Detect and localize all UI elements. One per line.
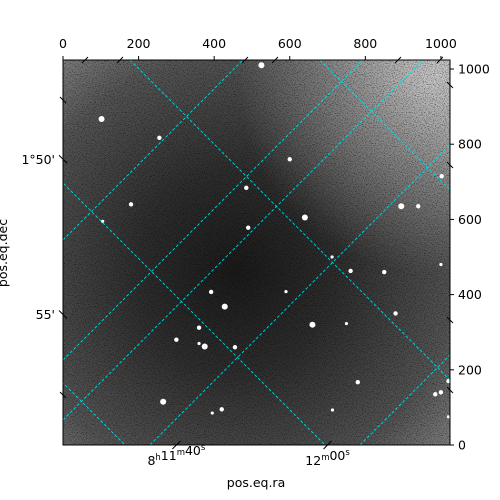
ra-tick-label: 8h11m40s — [147, 443, 205, 468]
grid-line — [63, 60, 424, 421]
source-point — [98, 116, 105, 123]
world-axis-ticks: 8h11m40s 12m00s 1°50' 55' — [21, 56, 454, 468]
source-point — [287, 157, 292, 162]
y-axis-label: pos.eq.dec — [0, 219, 10, 287]
ra-tick-mark — [172, 440, 181, 450]
source-point — [398, 203, 405, 210]
y-tick-label: 400 — [458, 287, 482, 302]
source-point — [244, 185, 249, 191]
coordinate-grid — [63, 60, 450, 445]
source-point — [221, 303, 228, 310]
dec-tick-mark — [58, 154, 68, 164]
image-noise — [63, 60, 450, 445]
source-point — [128, 202, 134, 207]
frame-tick-mark — [271, 56, 279, 64]
bright-sources — [98, 62, 450, 419]
frame-tick-mark — [446, 161, 454, 169]
image-panel — [63, 60, 450, 445]
plot-frame — [62, 59, 451, 446]
source-point — [174, 337, 179, 342]
source-point — [393, 311, 398, 316]
source-point — [439, 262, 443, 267]
source-point — [284, 290, 288, 294]
x-tick-label: 200 — [127, 36, 151, 51]
source-point — [232, 345, 238, 350]
source-point — [160, 398, 167, 405]
source-point — [439, 173, 444, 179]
source-point — [382, 269, 387, 275]
frame-tick-mark — [446, 386, 454, 394]
source-point — [210, 411, 214, 415]
source-point — [301, 214, 308, 221]
x-tick-label: 800 — [353, 36, 377, 51]
y-tick-label: 200 — [458, 362, 482, 377]
source-point — [355, 380, 360, 385]
y-tick-label: 0 — [458, 438, 466, 453]
source-point — [330, 408, 335, 412]
frame-tick-mark — [59, 96, 67, 104]
frame-tick-mark — [81, 56, 89, 64]
source-point — [245, 225, 251, 230]
x-tick-label: 400 — [202, 36, 226, 51]
source-point — [196, 325, 202, 330]
frame-tick-mark — [116, 56, 124, 64]
frame-tick-mark — [436, 56, 444, 64]
source-point — [309, 321, 316, 328]
x-axis-label: pos.eq.ra — [227, 475, 285, 490]
source-point — [446, 415, 450, 419]
frame-tick-mark — [446, 81, 454, 89]
source-point — [416, 204, 421, 209]
pixel-axis-ticks: 0 200 400 600 800 1000 0 200 400 600 800 1000 — [59, 36, 490, 453]
source-point — [348, 268, 353, 274]
source-point — [157, 135, 162, 141]
ra-tick-label: 12m00s — [305, 448, 350, 468]
frame-tick-mark — [241, 56, 249, 64]
grid-line — [63, 60, 364, 361]
source-point — [219, 407, 224, 412]
source-point — [101, 219, 105, 223]
frame-tick-mark — [446, 316, 454, 324]
source-point — [197, 341, 201, 346]
grid-line — [129, 60, 450, 381]
ra-tick-mark — [323, 440, 332, 450]
x-tick-label: 600 — [278, 36, 302, 51]
source-point — [201, 343, 208, 350]
source-point — [438, 390, 444, 395]
grid-line — [63, 182, 326, 445]
y-tick-label: 1000 — [458, 62, 490, 77]
dec-tick-label: 55' — [36, 307, 55, 322]
frame-tick-mark — [394, 56, 402, 64]
source-point — [433, 392, 438, 397]
grid-line — [149, 144, 450, 445]
y-tick-label: 600 — [458, 212, 482, 227]
source-point — [330, 255, 334, 259]
source-point — [208, 289, 214, 295]
source-point — [344, 321, 349, 326]
x-tick-label: 1000 — [425, 36, 457, 51]
x-tick-label: 0 — [59, 36, 67, 51]
y-tick-label: 800 — [458, 137, 482, 152]
source-point — [258, 62, 265, 69]
dec-tick-label: 1°50' — [21, 152, 55, 167]
dec-tick-mark — [58, 310, 68, 319]
frame-tick-mark — [59, 391, 67, 399]
source-point — [446, 378, 450, 384]
